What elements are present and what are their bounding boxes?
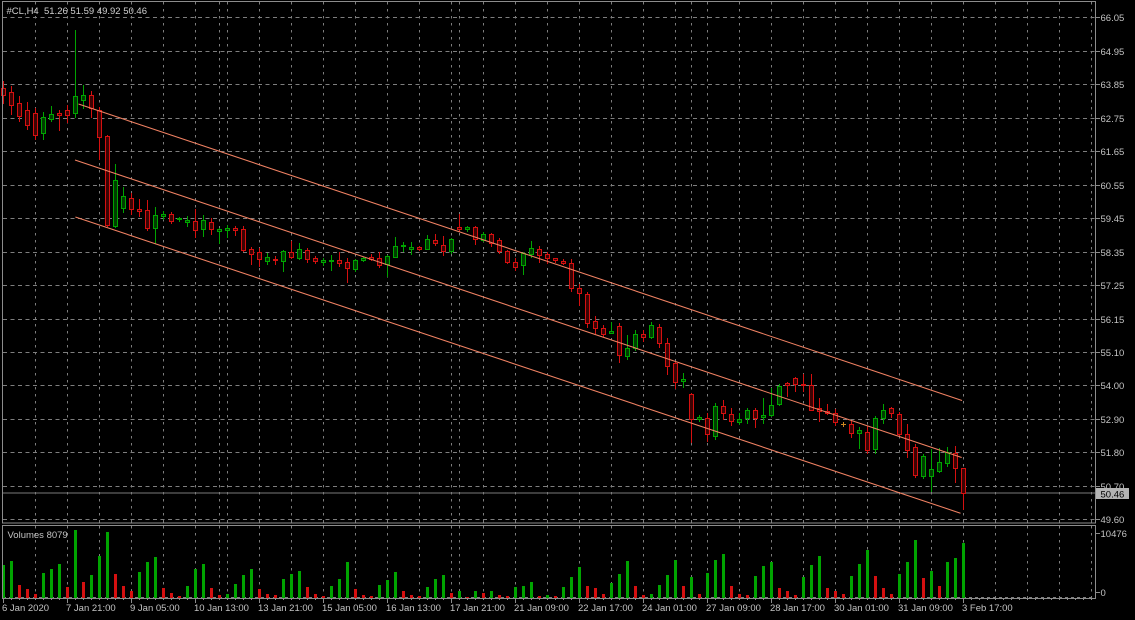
svg-text:0: 0 bbox=[1101, 588, 1106, 599]
svg-text:Volumes 8079: Volumes 8079 bbox=[8, 530, 68, 541]
svg-text:17 Jan 21:00: 17 Jan 21:00 bbox=[450, 603, 505, 614]
svg-text:13 Jan 21:00: 13 Jan 21:00 bbox=[258, 603, 313, 614]
svg-text:58.35: 58.35 bbox=[1101, 248, 1125, 259]
svg-text:31 Jan 09:00: 31 Jan 09:00 bbox=[898, 603, 953, 614]
svg-text:27 Jan 09:00: 27 Jan 09:00 bbox=[706, 603, 761, 614]
svg-text:61.65: 61.65 bbox=[1101, 147, 1125, 158]
svg-text:24 Jan 01:00: 24 Jan 01:00 bbox=[642, 603, 697, 614]
svg-text:66.05: 66.05 bbox=[1101, 13, 1125, 24]
svg-text:#CL,H4 51.26 51.59 49.92 50.4: #CL,H4 51.26 51.59 49.92 50.46 bbox=[7, 6, 148, 17]
svg-text:7 Jan 21:00: 7 Jan 21:00 bbox=[66, 603, 116, 614]
svg-text:54.00: 54.00 bbox=[1101, 381, 1125, 392]
svg-text:59.45: 59.45 bbox=[1101, 214, 1125, 225]
svg-text:49.60: 49.60 bbox=[1101, 515, 1125, 526]
svg-text:21 Jan 09:00: 21 Jan 09:00 bbox=[514, 603, 569, 614]
svg-text:60.55: 60.55 bbox=[1101, 181, 1125, 192]
svg-text:16 Jan 13:00: 16 Jan 13:00 bbox=[386, 603, 441, 614]
svg-text:28 Jan 17:00: 28 Jan 17:00 bbox=[770, 603, 825, 614]
svg-text:10 Jan 13:00: 10 Jan 13:00 bbox=[194, 603, 249, 614]
svg-text:15 Jan 05:00: 15 Jan 05:00 bbox=[322, 603, 377, 614]
svg-text:64.95: 64.95 bbox=[1101, 47, 1125, 58]
svg-text:52.90: 52.90 bbox=[1101, 415, 1125, 426]
svg-text:10476: 10476 bbox=[1101, 529, 1127, 540]
svg-text:6 Jan 2020: 6 Jan 2020 bbox=[2, 603, 49, 614]
svg-text:3 Feb 17:00: 3 Feb 17:00 bbox=[962, 603, 1013, 614]
svg-text:56.15: 56.15 bbox=[1101, 315, 1125, 326]
svg-text:57.25: 57.25 bbox=[1101, 281, 1125, 292]
svg-text:9 Jan 05:00: 9 Jan 05:00 bbox=[130, 603, 180, 614]
svg-text:50.46: 50.46 bbox=[1101, 490, 1125, 501]
svg-text:51.80: 51.80 bbox=[1101, 448, 1125, 459]
svg-text:62.75: 62.75 bbox=[1101, 114, 1125, 125]
svg-text:55.10: 55.10 bbox=[1101, 348, 1125, 359]
svg-text:22 Jan 17:00: 22 Jan 17:00 bbox=[578, 603, 633, 614]
svg-text:63.85: 63.85 bbox=[1101, 80, 1125, 91]
svg-text:50.70: 50.70 bbox=[1101, 482, 1125, 493]
svg-text:30 Jan 01:00: 30 Jan 01:00 bbox=[834, 603, 889, 614]
